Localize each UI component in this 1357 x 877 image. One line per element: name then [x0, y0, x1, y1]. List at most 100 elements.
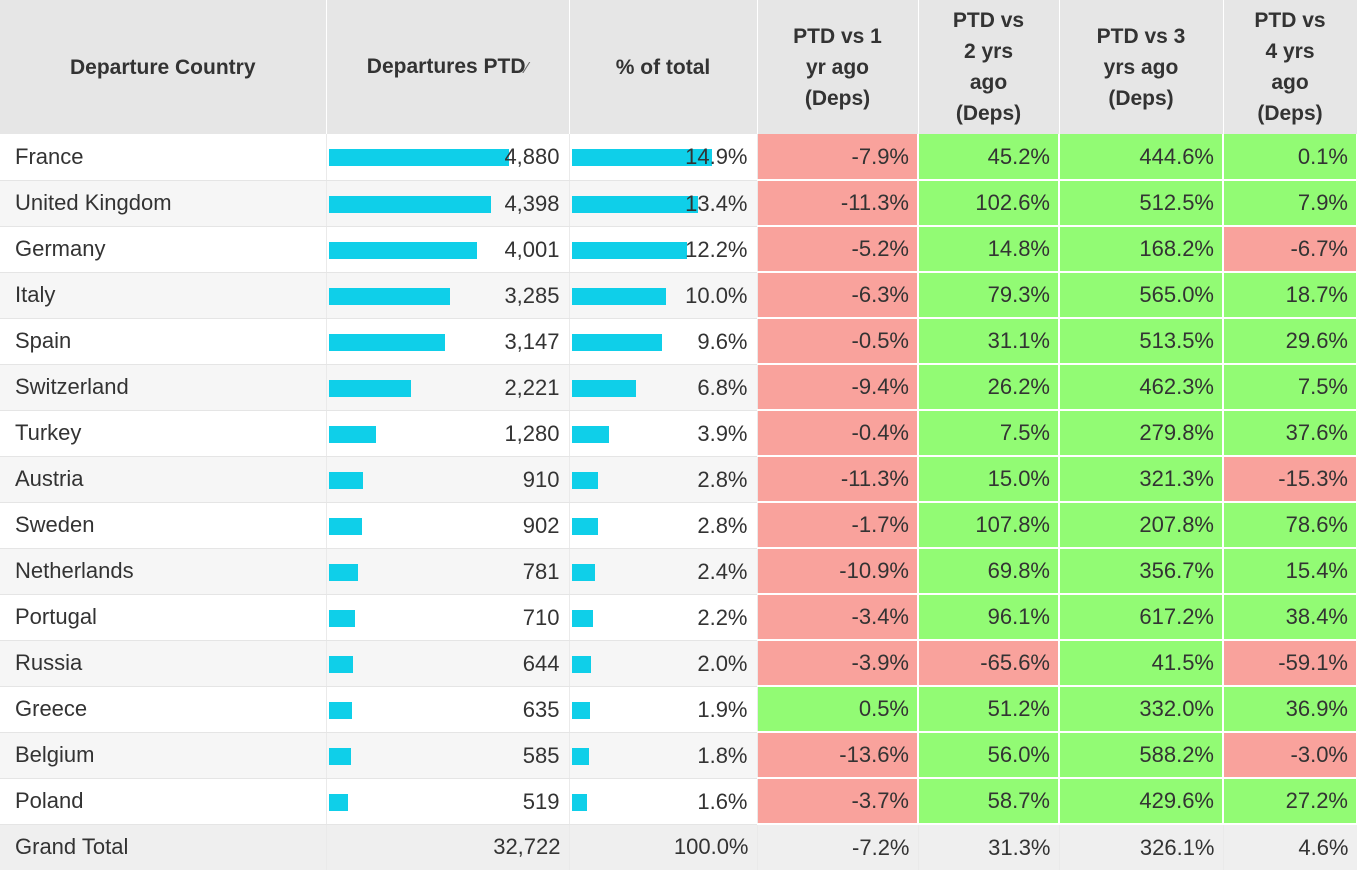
table-row[interactable]: France 4,880 14.9% -7.9% 45.2% 444.6% 0.1%: [0, 134, 1357, 181]
change-vs2-cell: 14.8%: [918, 226, 1060, 273]
header-ptd-vs-2-yrs[interactable]: PTD vs 2 yrs ago (Deps): [918, 0, 1060, 134]
percent-cell-bar: [571, 747, 589, 765]
change-vs3-cell: 356.7%: [1059, 548, 1224, 595]
change-vs2-cell: 45.2%: [918, 134, 1060, 181]
change-vs3-cell: 617.2%: [1059, 594, 1224, 641]
sort-icon[interactable]: ⁄: [525, 59, 529, 77]
table-row[interactable]: Portugal 710 2.2% -3.4% 96.1% 617.2% 38.4%: [0, 594, 1357, 641]
change-vs4-cell: 0.1%: [1223, 134, 1357, 181]
percent-cell-value: 1.9%: [697, 696, 748, 722]
country-cell: United Kingdom: [0, 180, 327, 227]
departures-cell-bar: [328, 471, 363, 489]
table-row[interactable]: United Kingdom 4,398 13.4% -11.3% 102.6% 512.…: [0, 180, 1357, 227]
percent-cell: 2.0%: [569, 640, 758, 687]
departures-cell-value: 910: [522, 466, 560, 492]
departures-cell: 635: [326, 686, 570, 733]
table-row[interactable]: Russia 644 2.0% -3.9% -65.6% 41.5% -59.1%: [0, 640, 1357, 687]
change-vs2-cell: 58.7%: [918, 778, 1060, 825]
change-vs2-cell: 7.5%: [918, 410, 1060, 457]
table-row[interactable]: Spain 3,147 9.6% -0.5% 31.1% 513.5% 29.6%: [0, 318, 1357, 365]
table-row[interactable]: Netherlands 781 2.4% -10.9% 69.8% 356.7% 15.4%: [0, 548, 1357, 595]
table-row[interactable]: Italy 3,285 10.0% -6.3% 79.3% 565.0% 18.7%: [0, 272, 1357, 319]
percent-cell-value: 1.6%: [697, 788, 748, 814]
change-vs1-cell: -13.6%: [757, 732, 919, 779]
departures-cell-value: 1,280: [504, 420, 560, 446]
header-ptd-vs-4-yrs[interactable]: PTD vs 4 yrs ago (Deps): [1223, 0, 1357, 134]
change-vs3-cell: 462.3%: [1059, 364, 1224, 411]
change-vs2-cell: 69.8%: [918, 548, 1060, 595]
change-vs4-cell: 15.4%: [1223, 548, 1357, 595]
table-row[interactable]: Austria 910 2.8% -11.3% 15.0% 321.3% -15.3%: [0, 456, 1357, 503]
country-cell: Portugal: [0, 594, 327, 641]
grand-total-percent: 100.0%: [569, 824, 758, 870]
departures-cell-bar: [328, 425, 376, 443]
header-ptd-vs-1-yr[interactable]: PTD vs 1 yr ago (Deps): [757, 0, 919, 134]
percent-cell-value: 2.8%: [697, 512, 748, 538]
country-cell: Austria: [0, 456, 327, 503]
change-vs1-cell: -9.4%: [757, 364, 919, 411]
change-vs4-cell: 29.6%: [1223, 318, 1357, 365]
country-cell: Germany: [0, 226, 327, 273]
country-cell: Belgium: [0, 732, 327, 779]
change-vs1-cell: -3.9%: [757, 640, 919, 687]
percent-cell-bar: [571, 563, 595, 581]
percent-cell-bar: [571, 379, 636, 397]
table-row[interactable]: Switzerland 2,221 6.8% -9.4% 26.2% 462.3% 7.5%: [0, 364, 1357, 411]
departures-cell-bar: [328, 149, 509, 166]
header-departures-ptd[interactable]: Departures PTD⁄: [326, 0, 570, 134]
change-vs2-cell: 107.8%: [918, 502, 1060, 549]
header-ptd-vs-3-yrs[interactable]: PTD vs 3 yrs ago (Deps): [1059, 0, 1224, 134]
table-row[interactable]: Sweden 902 2.8% -1.7% 107.8% 207.8% 78.6%: [0, 502, 1357, 549]
percent-cell-value: 9.6%: [697, 328, 748, 354]
percent-cell: 2.2%: [569, 594, 758, 641]
change-vs1-cell: -0.5%: [757, 318, 919, 365]
change-vs2-cell: 51.2%: [918, 686, 1060, 733]
percent-cell: 2.8%: [569, 456, 758, 503]
departures-cell-bar: [328, 333, 445, 351]
departures-cell: 4,398: [326, 180, 570, 227]
departures-cell-bar: [328, 517, 362, 535]
grand-total-vs2: 31.3%: [918, 824, 1060, 870]
grand-total-departures: 32,722: [326, 824, 570, 870]
change-vs1-cell: -7.9%: [757, 134, 919, 181]
percent-cell: 6.8%: [569, 364, 758, 411]
percent-cell: 12.2%: [569, 226, 758, 273]
percent-cell-bar: [571, 609, 593, 627]
departures-cell-bar: [328, 379, 411, 397]
change-vs4-cell: 27.2%: [1223, 778, 1357, 825]
change-vs3-cell: 321.3%: [1059, 456, 1224, 503]
table-row[interactable]: Poland 519 1.6% -3.7% 58.7% 429.6% 27.2%: [0, 778, 1357, 825]
table-row[interactable]: Greece 635 1.9% 0.5% 51.2% 332.0% 36.9%: [0, 686, 1357, 733]
grand-total-vs4: 4.6%: [1223, 824, 1357, 870]
percent-cell-bar: [571, 471, 598, 489]
change-vs4-cell: -15.3%: [1223, 456, 1357, 503]
change-vs4-cell: -6.7%: [1223, 226, 1357, 273]
table-row[interactable]: Turkey 1,280 3.9% -0.4% 7.5% 279.8% 37.6%: [0, 410, 1357, 457]
table-body: France 4,880 14.9% -7.9% 45.2% 444.6% 0.1% Unit…: [0, 134, 1357, 870]
change-vs3-cell: 444.6%: [1059, 134, 1224, 181]
header-row: Departure Country Departures PTD⁄ % of t…: [0, 0, 1357, 134]
change-vs1-cell: -0.4%: [757, 410, 919, 457]
change-vs2-cell: 15.0%: [918, 456, 1060, 503]
country-cell: Spain: [0, 318, 327, 365]
percent-cell-value: 2.4%: [697, 558, 748, 584]
percent-cell-bar: [571, 287, 666, 305]
change-vs4-cell: 37.6%: [1223, 410, 1357, 457]
table-row[interactable]: Belgium 585 1.8% -13.6% 56.0% 588.2% -3.0%: [0, 732, 1357, 779]
change-vs4-cell: -3.0%: [1223, 732, 1357, 779]
header-percent-of-total[interactable]: % of total: [569, 0, 758, 134]
change-vs4-cell: 36.9%: [1223, 686, 1357, 733]
departures-cell-bar: [328, 747, 351, 765]
change-vs1-cell: -11.3%: [757, 180, 919, 227]
percent-cell-bar: [571, 195, 698, 213]
departures-cell: 3,285: [326, 272, 570, 319]
header-departure-country[interactable]: Departure Country: [0, 0, 327, 134]
departures-cell-value: 4,001: [504, 236, 560, 262]
departures-cell: 4,001: [326, 226, 570, 273]
departures-cell-bar: [328, 287, 450, 305]
percent-cell-value: 1.8%: [697, 742, 748, 768]
departures-cell: 519: [326, 778, 570, 825]
change-vs3-cell: 332.0%: [1059, 686, 1224, 733]
table-row[interactable]: Germany 4,001 12.2% -5.2% 14.8% 168.2% -6.7%: [0, 226, 1357, 273]
departures-cell: 644: [326, 640, 570, 687]
